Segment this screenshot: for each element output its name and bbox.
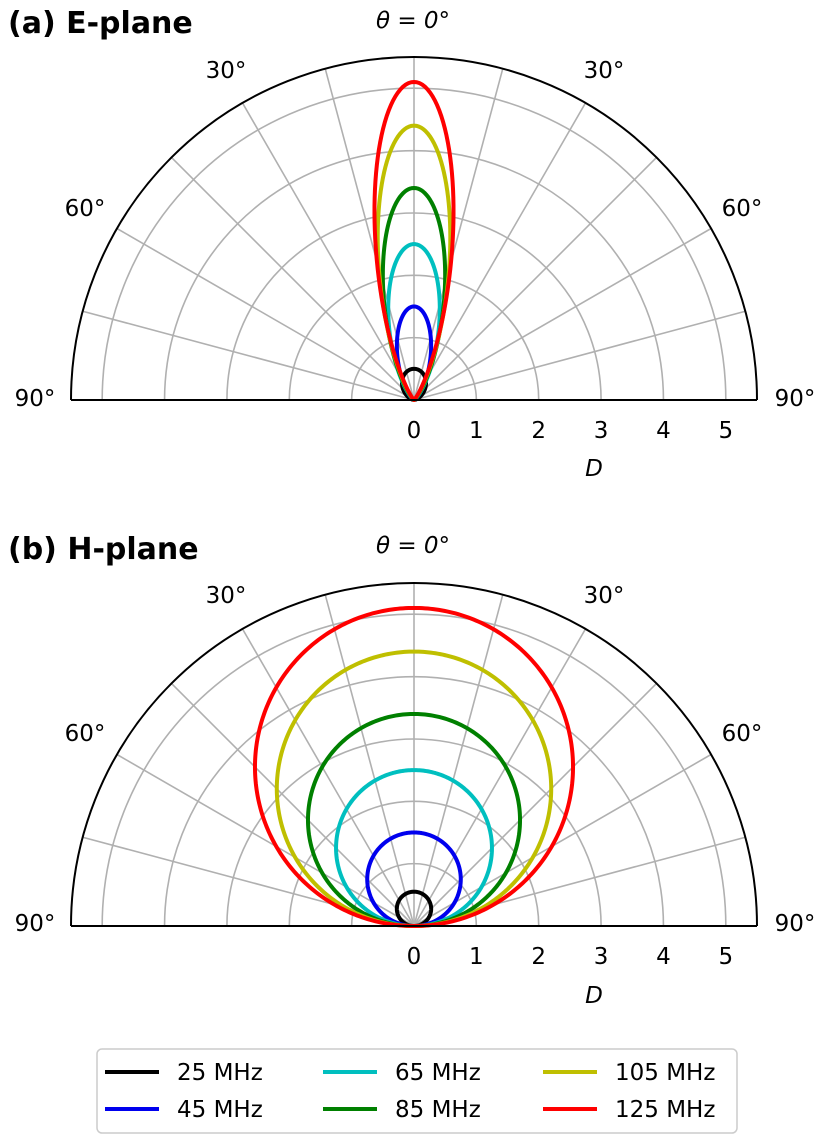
polar-axes: 0 1 2 3 4 5 [70,56,758,444]
angular-gridline [413,102,587,401]
angle-label-30-left: 30° [206,583,247,609]
angle-label-90-left: 90° [15,911,56,937]
pattern-curve-65-mhz [334,768,494,928]
angular-gridline [413,310,746,401]
pattern-curves [252,605,576,928]
angle-label-60-right: 60° [722,721,763,747]
x-axis-label-d: D [585,983,603,1009]
angular-gridline [116,227,415,401]
theta-zero-label: θ = 0° [376,533,450,559]
legend-label: 65 MHz [395,1060,481,1086]
r-tick-label: 4 [656,418,671,444]
r-tick-label: 3 [594,418,609,444]
r-tick-label: 2 [531,944,546,970]
angular-gridline [241,628,415,927]
r-tick-label: 0 [407,944,422,970]
angular-gridline [413,628,587,927]
angular-gridline [116,753,415,927]
panel-title-e-plane: (a) E-plane [8,6,193,41]
angle-label-90-right: 90° [775,911,816,937]
polar-grid [82,57,746,401]
legend-label: 125 MHz [615,1097,715,1123]
angle-label-30-right: 30° [584,58,625,84]
r-tick-label: 1 [469,418,484,444]
r-tick-label: 2 [531,418,546,444]
angular-gridline [413,682,658,927]
angle-label-60-left: 60° [65,196,106,222]
r-tick-label: 0 [407,418,422,444]
r-tick-label: 5 [718,944,733,970]
pattern-curve-85-mhz [305,711,523,928]
pattern-curve-125-mhz [372,79,456,402]
e-plane-panel: (a) E-plane 0 1 2 3 4 5 θ = 0° 30° 30° 60° 60… [8,6,815,482]
pattern-curve-25-mhz [394,889,434,928]
outer-boundary [70,582,758,927]
legend-label: 85 MHz [395,1097,481,1123]
angular-gridline [324,68,415,401]
angle-label-90-left: 90° [15,386,56,412]
angular-gridline [413,753,712,927]
angular-gridline [170,682,415,927]
r-tick-label: 1 [469,944,484,970]
r-tick-label: 5 [718,418,733,444]
angle-label-30-left: 30° [206,58,247,84]
polar-axes: 0 1 2 3 4 5 [70,582,758,970]
angular-gridline [413,68,504,401]
polar-grid [82,583,746,927]
angular-gridline [82,310,415,401]
pattern-curve-25-mhz [400,366,428,402]
angular-gridline [170,156,415,401]
angular-gridline [413,594,504,927]
angular-gridline [413,227,712,401]
angle-label-30-right: 30° [584,583,625,609]
r-tick-label: 3 [594,944,609,970]
r-tick-label: 4 [656,944,671,970]
angle-label-90-right: 90° [775,386,816,412]
theta-zero-label: θ = 0° [376,8,450,34]
x-axis-label-d: D [585,456,603,482]
legend-label: 105 MHz [615,1060,715,1086]
angular-gridline [413,156,658,401]
legend: 25 MHz 45 MHz 65 MHz 85 MHz 105 MHz 125 MHz [96,1048,738,1134]
angular-gridline [324,594,415,927]
panel-title-h-plane: (b) H-plane [8,532,199,567]
pattern-curve-105-mhz [274,649,554,928]
pattern-curve-125-mhz [252,605,576,928]
pattern-curve-45-mhz [365,830,463,928]
h-plane-panel: (b) H-plane 0 1 2 3 4 5 θ = 0° 30° 30° 60° 60… [8,532,815,1009]
angle-label-60-right: 60° [722,196,763,222]
legend-label: 45 MHz [177,1097,263,1123]
legend-label: 25 MHz [177,1060,263,1086]
angular-gridline [241,102,415,401]
angle-label-60-left: 60° [65,721,106,747]
outer-boundary [70,56,758,401]
